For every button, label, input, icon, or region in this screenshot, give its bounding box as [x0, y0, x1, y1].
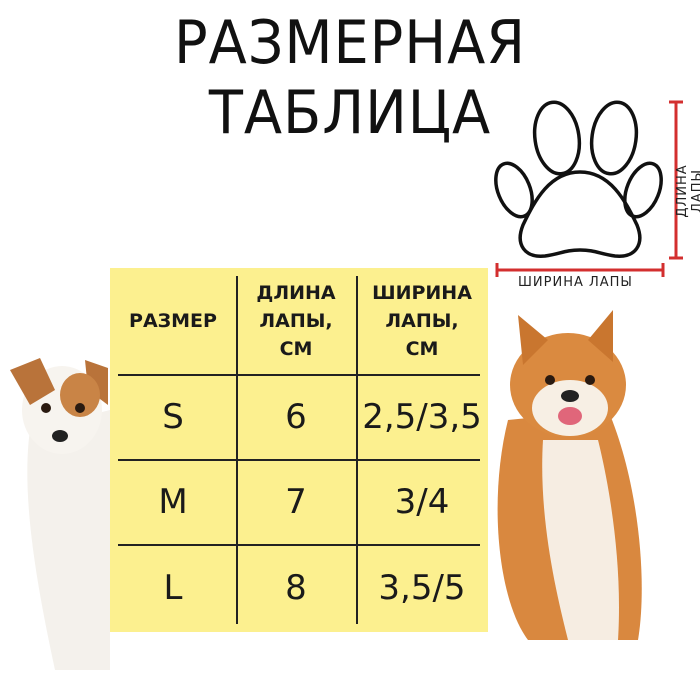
row-m-length: 7	[285, 481, 307, 522]
header-size: РАЗМЕР	[129, 310, 217, 332]
row-s-size: S	[162, 396, 184, 437]
row-s-length: 6	[285, 396, 307, 437]
row-m-width: 3/4	[394, 481, 450, 522]
left-dog-image	[10, 358, 111, 670]
row-l-size: L	[163, 568, 183, 608]
header-length: ДЛИНА ЛАПЫ, СМ	[256, 282, 336, 360]
length-label: ДЛИНА ЛАПЫ	[675, 164, 700, 218]
row-s-width: 2,5/3,5	[362, 396, 482, 437]
row-m-size: M	[158, 481, 188, 522]
right-dog-image	[497, 310, 642, 640]
row-l-length: 8	[285, 568, 307, 608]
row-l-width: 3,5/5	[378, 568, 466, 608]
header-width: ШИРИНА ЛАПЫ, СМ	[372, 282, 472, 360]
page-title: РАЗМЕРНАЯ ТАБЛИЦА	[174, 8, 526, 148]
width-label: ШИРИНА ЛАПЫ	[518, 275, 633, 290]
size-table: РАЗМЕР ДЛИНА ЛАПЫ, СМ ШИРИНА ЛАПЫ, СМ S …	[110, 268, 488, 632]
